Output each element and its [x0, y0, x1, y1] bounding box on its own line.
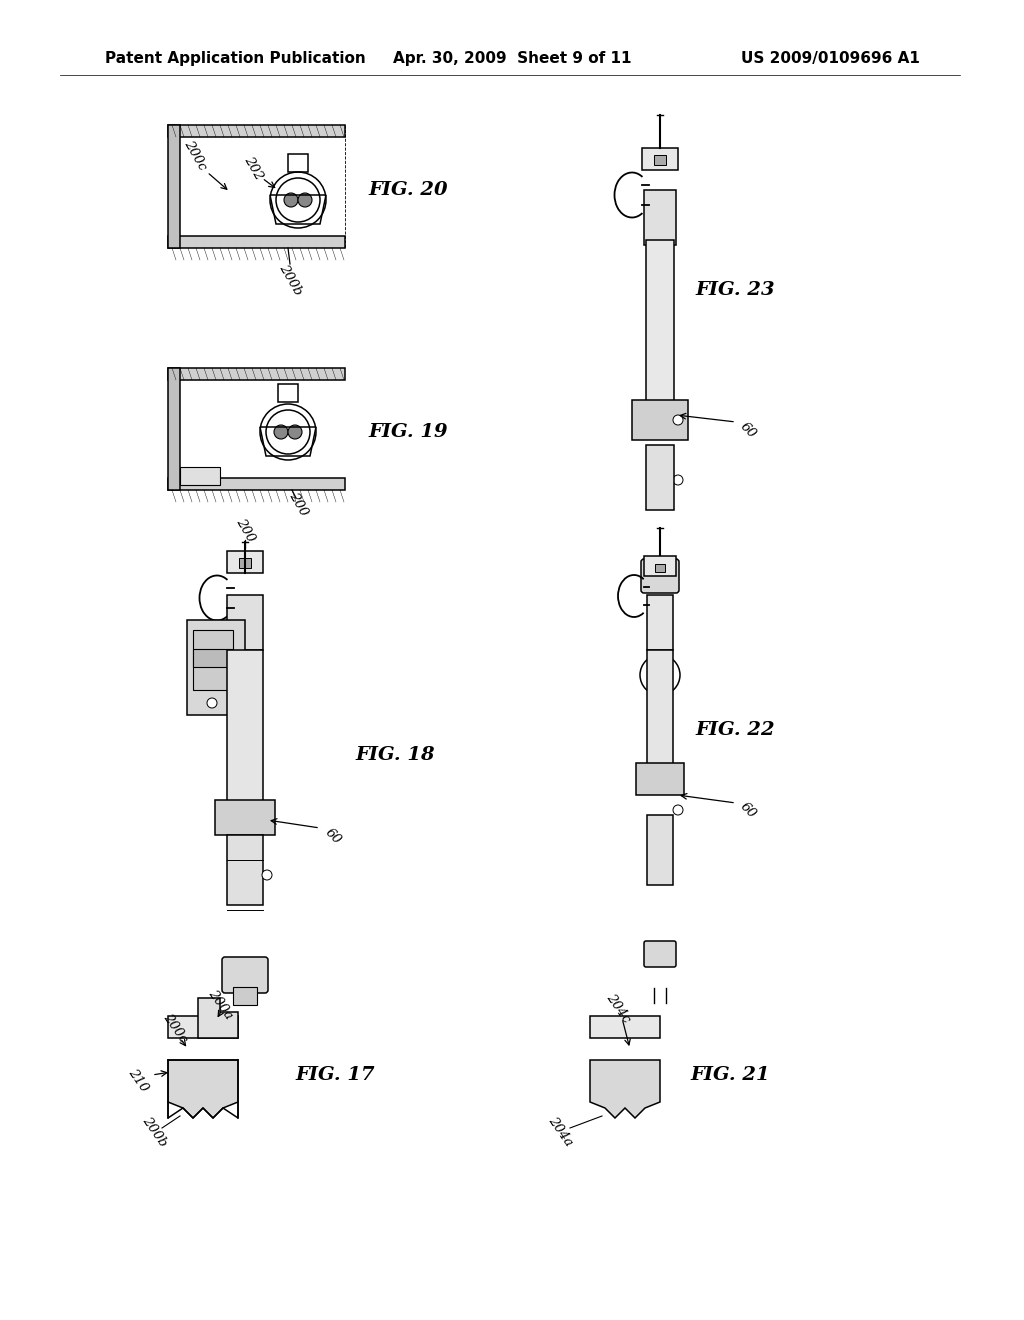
Text: 60: 60 [323, 825, 343, 846]
Bar [647, 595, 673, 649]
Bar [215, 800, 275, 836]
Text: 200c: 200c [181, 137, 209, 173]
Bar [187, 620, 245, 715]
Bar [227, 836, 263, 906]
Circle shape [648, 663, 672, 686]
Text: FIG. 20: FIG. 20 [368, 181, 447, 199]
Circle shape [673, 414, 683, 425]
Bar [227, 550, 263, 573]
Text: 202: 202 [241, 154, 265, 182]
Text: FIG. 22: FIG. 22 [695, 721, 774, 739]
Text: 204a: 204a [545, 1115, 574, 1150]
Bar [193, 630, 233, 690]
Circle shape [266, 411, 310, 454]
Text: FIG. 18: FIG. 18 [355, 746, 434, 764]
Circle shape [673, 475, 683, 484]
Polygon shape [590, 1060, 660, 1118]
Bar [636, 763, 684, 795]
Bar [646, 240, 674, 405]
Text: 60: 60 [737, 800, 759, 821]
Text: FIG. 23: FIG. 23 [695, 281, 774, 300]
Text: FIG. 17: FIG. 17 [295, 1067, 375, 1084]
Polygon shape [198, 998, 238, 1038]
Bar [168, 125, 180, 248]
Text: 60: 60 [737, 420, 759, 441]
Circle shape [276, 178, 319, 222]
Bar [655, 564, 665, 572]
Bar [168, 236, 345, 248]
Bar [642, 148, 678, 170]
FancyBboxPatch shape [222, 957, 268, 993]
Bar [168, 1016, 238, 1038]
Bar [168, 368, 180, 490]
Text: 204c: 204c [603, 991, 633, 1026]
Bar [647, 649, 673, 770]
Text: US 2009/0109696 A1: US 2009/0109696 A1 [741, 50, 920, 66]
Text: Patent Application Publication: Patent Application Publication [105, 50, 366, 66]
Bar [168, 368, 345, 380]
Bar [227, 595, 263, 649]
Circle shape [288, 425, 302, 440]
Text: 200: 200 [286, 490, 310, 519]
Text: FIG. 21: FIG. 21 [690, 1067, 770, 1084]
Bar [233, 987, 257, 1005]
Bar [180, 467, 220, 484]
Bar [227, 649, 263, 805]
Bar [288, 154, 308, 172]
Bar [646, 445, 674, 510]
Text: FIG. 19: FIG. 19 [368, 422, 447, 441]
Bar [632, 400, 688, 440]
Text: Apr. 30, 2009  Sheet 9 of 11: Apr. 30, 2009 Sheet 9 of 11 [393, 50, 631, 66]
Circle shape [207, 698, 217, 708]
Bar [168, 478, 345, 490]
Circle shape [274, 425, 288, 440]
Bar [239, 558, 251, 568]
Bar [644, 190, 676, 246]
Text: 200a: 200a [205, 987, 234, 1022]
Bar [647, 814, 673, 884]
Bar [278, 384, 298, 403]
Polygon shape [168, 1060, 238, 1118]
Bar [168, 125, 345, 137]
Circle shape [673, 805, 683, 814]
Circle shape [284, 193, 298, 207]
Text: 210: 210 [126, 1067, 151, 1094]
FancyBboxPatch shape [641, 558, 679, 593]
FancyBboxPatch shape [644, 941, 676, 968]
Text: 200: 200 [233, 516, 257, 544]
Text: 200b: 200b [140, 1114, 170, 1150]
Bar [193, 649, 233, 667]
Text: 200b: 200b [275, 263, 304, 298]
Bar [644, 556, 676, 576]
Bar [654, 154, 666, 165]
Bar [590, 1016, 660, 1038]
Circle shape [640, 655, 680, 696]
Text: 200c: 200c [161, 1011, 189, 1045]
Circle shape [262, 870, 272, 880]
Circle shape [298, 193, 312, 207]
